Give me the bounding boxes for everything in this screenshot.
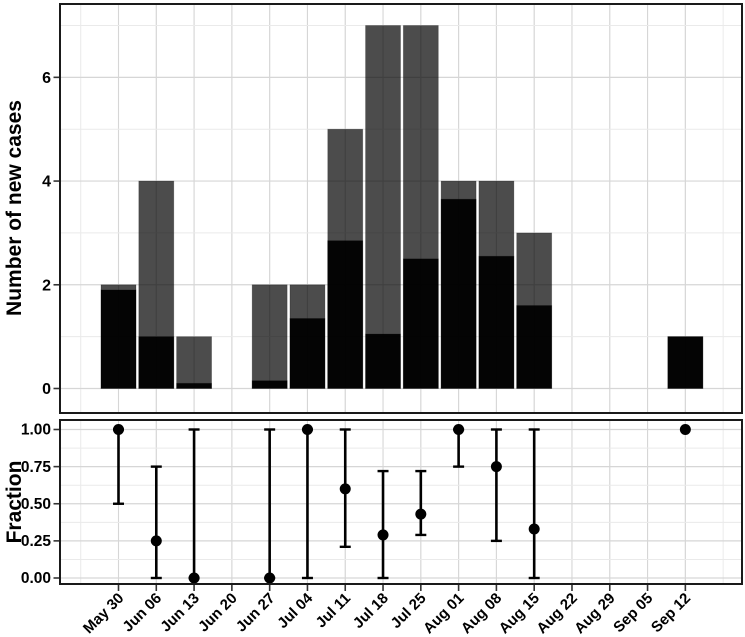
x-tick-label: Aug 08 [458,590,505,637]
bar-series [100,25,704,389]
bar-total [365,25,401,389]
bar-subset [100,289,137,389]
point-estimate [113,424,124,435]
bar-subset [138,336,175,389]
point-estimate [679,424,691,435]
bar-subset [402,258,439,389]
y-tick-label-bottom: 0.50 [21,496,51,513]
x-tick-label: Jun 13 [157,590,203,636]
point-estimate [188,572,200,584]
y-tick-label-bottom: 0.00 [21,570,51,587]
bar-subset [327,240,364,389]
bar-subset [667,336,704,389]
x-tick-label: Jul 18 [350,590,392,632]
panel-borders [59,3,743,585]
x-tick-label: Jun 06 [119,590,165,636]
point-estimate [453,424,465,435]
x-tick-label: Aug 22 [533,590,580,637]
y-axis-title-bottom: Fraction [3,461,26,544]
top-panel-border [59,3,743,414]
bottom-panel-border [59,419,743,585]
x-tick-label: Sep 05 [610,590,656,636]
point-estimate [150,535,162,547]
y-tick-label-bottom: 0.75 [21,459,52,476]
bar-subset [251,380,288,389]
bar-subset [176,382,212,389]
point-estimate [490,461,502,473]
x-tick-label: Aug 29 [571,590,618,637]
x-tick-label: Jul 11 [313,590,355,632]
x-tick-label: Jul 04 [274,589,317,632]
x-tick-label: Aug 01 [420,590,467,637]
bar-total [176,336,212,389]
y-tick-label-top: 4 [42,174,51,191]
y-tick-label-top: 2 [42,277,51,294]
bar-subset [440,198,477,389]
x-tick-label: Sep 12 [648,590,694,636]
bar-subset [516,305,553,389]
bar-subset [478,255,515,389]
y-axis-title-top: Number of new cases [3,100,26,316]
bar-subset [289,318,326,389]
point-estimate [528,523,540,535]
errorbar-series [113,424,691,584]
bar-total [251,284,288,389]
y-tick-label-top: 6 [42,70,51,87]
y-tick-label-top: 0 [42,381,51,398]
bar-subset [365,333,401,389]
y-tick-label-bottom: 1.00 [21,422,51,439]
y-tick-label-bottom: 0.25 [21,533,52,550]
point-estimate [377,529,389,541]
point-estimate [415,508,427,520]
point-estimate [339,483,351,495]
x-tick-label: Aug 15 [496,590,543,637]
x-tick-label: Jun 20 [195,590,241,636]
point-estimate [264,572,276,584]
x-tick-label: May 30 [80,590,127,637]
bottom-panel-background [60,420,742,584]
x-tick-label: Jun 27 [233,590,279,636]
point-estimate [301,424,313,435]
axis-ticks [53,76,687,591]
